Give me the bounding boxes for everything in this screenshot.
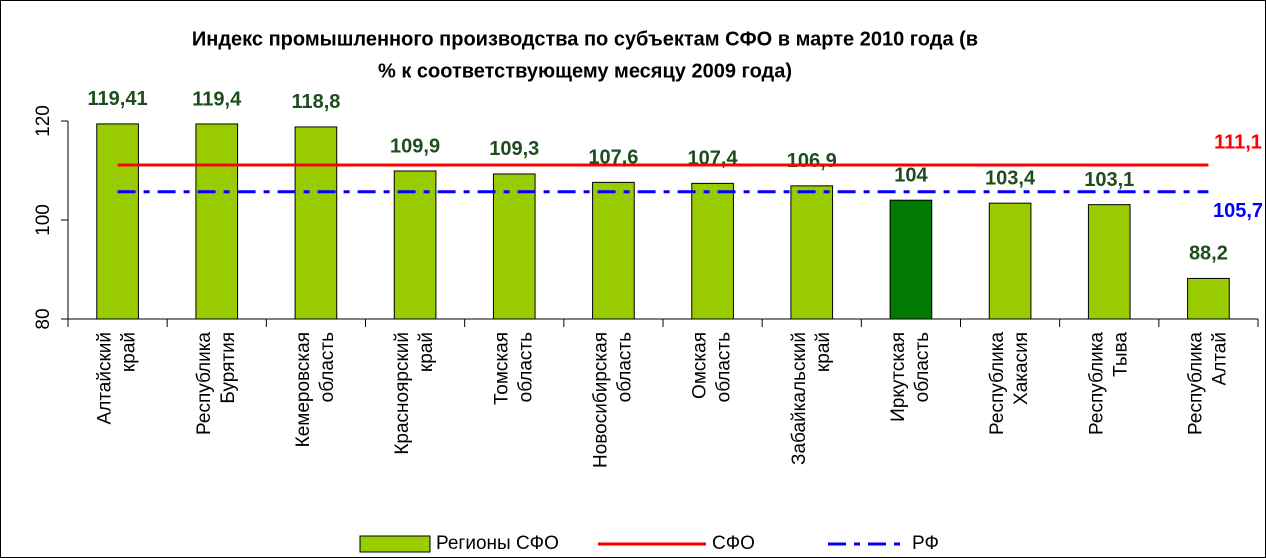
bar [492,173,536,320]
bar [96,123,139,320]
x-tick-label: Республика [987,332,1008,435]
x-tick-label: Республика [194,332,215,435]
x-tick-label: край [813,332,834,372]
x-tick-label: Республика [1185,332,1206,435]
bar [592,181,635,320]
legend-label: РФ [912,533,939,554]
data-label: 107,6 [588,147,638,169]
bar [294,126,338,320]
x-tick-label: Бурятия [218,332,239,404]
x-tick-label: Красноярский [392,332,413,455]
x-tick-label: область [515,332,536,402]
x-tick-label: Кемеровская [293,332,314,447]
x-tick-label: Тыва [1110,332,1131,377]
legend-swatch [359,535,431,553]
x-tick-label: Новосибирская [590,332,611,468]
x-tick-label: Алтай [1209,332,1230,385]
data-label: 106,9 [787,150,837,172]
data-label: 118,8 [291,91,340,113]
bar [790,185,834,320]
data-label: 103,1 [1084,169,1134,191]
legend-label: Регионы СФО [436,533,559,554]
chart-title: Индекс промышленного производства по суб… [192,28,978,50]
bar [195,123,239,320]
reference-label: 111,1 [1214,131,1262,153]
x-tick-label: область [714,332,735,402]
data-label: 119,41 [88,88,148,110]
reference-label: 105,7 [1213,200,1263,222]
bar [988,202,1032,320]
x-tick-label: Омская [690,332,711,399]
bar [1087,204,1131,320]
data-label: 104 [894,164,928,186]
bar [889,199,933,320]
data-label: 109,9 [390,135,440,157]
x-tick-label: Алтайский [95,332,116,424]
bar [393,170,437,320]
x-tick-label: Томская [491,332,512,405]
data-label: 109,3 [489,138,539,160]
y-tick-label: 120 [33,105,54,137]
y-tick-label: 80 [33,308,54,329]
x-tick-label: Республика [1086,332,1107,435]
x-tick-label: область [912,332,933,402]
x-tick-label: область [614,332,635,402]
legend-label: СФО [712,533,755,554]
data-label: 88,2 [1189,243,1228,265]
chart-title: % к соответствующему месяцу 2009 года) [378,60,792,82]
y-tick-label: 100 [33,204,54,236]
x-tick-label: Хакасия [1011,332,1032,405]
data-label: 103,4 [985,167,1036,189]
x-tick-label: Иркутская [888,332,909,422]
data-label: 119,4 [192,88,242,110]
x-tick-label: Забайкальский [789,332,810,465]
x-tick-label: область [317,332,338,402]
bar [1187,277,1230,320]
x-tick-label: край [119,332,140,372]
bar [691,182,734,320]
x-tick-label: край [416,332,437,372]
